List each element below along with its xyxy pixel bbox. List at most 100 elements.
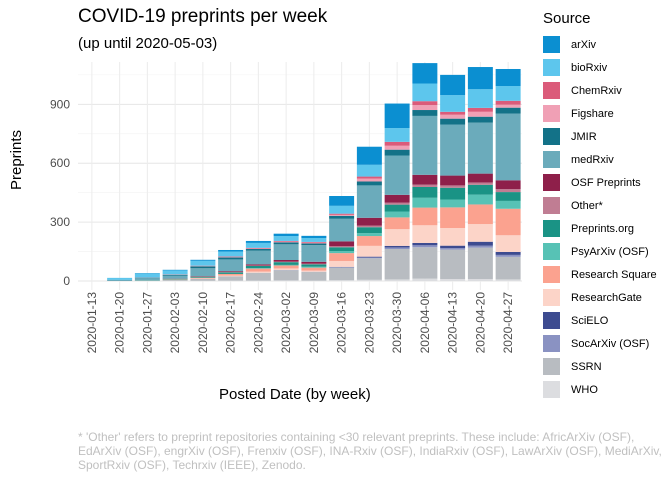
- bar-segment: [162, 275, 188, 279]
- bar-segment: [329, 280, 355, 281]
- bar-segment: [301, 241, 327, 243]
- chart-subtitle: (up until 2020-05-03): [78, 35, 218, 52]
- bar-segment: [356, 245, 382, 257]
- bar-segment: [356, 227, 382, 234]
- bar-segment: [495, 107, 521, 114]
- bar-segment: [273, 268, 299, 271]
- bar-segment: [329, 246, 355, 248]
- bar-segment: [467, 241, 493, 246]
- bar-segment: [412, 186, 438, 198]
- y-tick-label: 300: [50, 215, 70, 229]
- legend-swatch: [543, 105, 560, 122]
- bar-segment: [467, 279, 493, 281]
- bar-segment: [440, 248, 466, 250]
- x-tick-label: 2020-03-23: [362, 292, 376, 354]
- legend: Source arXiv bioRxiv ChemRxiv Figshare JMIR m…: [543, 10, 657, 401]
- legend-label: JMIR: [571, 130, 597, 143]
- bar-segment: [218, 251, 244, 257]
- bar-segment: [107, 277, 133, 280]
- x-tick-label: 2020-02-10: [196, 292, 210, 354]
- x-tick-label: 2020-04-06: [418, 292, 432, 354]
- bar-segment: [218, 276, 244, 281]
- bar-segment: [301, 238, 327, 242]
- bar-segment: [273, 262, 299, 265]
- legend-item: Other*: [543, 194, 657, 217]
- bar-segment: [218, 273, 244, 276]
- bar-segment: [301, 271, 327, 281]
- x-tick-label: 2020-02-17: [224, 292, 238, 354]
- legend-item: SSRN: [543, 355, 657, 378]
- bar-segment: [218, 259, 244, 272]
- bar-segment: [162, 274, 188, 276]
- bar-segment: [245, 248, 271, 250]
- legend-item: bioRxiv: [543, 56, 657, 79]
- bar-segment: [412, 245, 438, 248]
- bar-segment: [218, 256, 244, 258]
- bar-segment: [245, 240, 271, 243]
- bar-segment: [467, 116, 493, 123]
- bar-segment: [218, 249, 244, 252]
- bar-segment: [356, 233, 382, 237]
- bar-segment: [412, 197, 438, 208]
- y-tick-label: 600: [50, 156, 70, 170]
- bar-segment: [412, 174, 438, 185]
- legend-label: Figshare: [571, 107, 614, 120]
- bar-segment: [467, 184, 493, 195]
- bar-segment: [356, 256, 382, 258]
- bar-segment: [495, 251, 521, 255]
- bar-segment: [356, 185, 382, 218]
- legend-item: JMIR: [543, 125, 657, 148]
- legend-swatch: [543, 59, 560, 76]
- bar-segment: [412, 207, 438, 226]
- stacked-bar-chart: 0 300 600 900 2020-01-13 2020-01-20 2020-01-27…: [50, 62, 522, 354]
- bar-segment: [440, 279, 466, 281]
- bar-segment: [384, 145, 410, 150]
- bar-segment: [495, 254, 521, 257]
- legend-swatch: [543, 151, 560, 168]
- bar-segment: [329, 213, 355, 215]
- bar-segment: [218, 257, 244, 260]
- bar-segment: [384, 141, 410, 146]
- bar-segment: [162, 278, 188, 280]
- bar-segment: [440, 185, 466, 188]
- bar-segment: [245, 249, 271, 251]
- bar-segment: [329, 241, 355, 247]
- legend-title: Source: [543, 10, 591, 27]
- x-tick-label: 2020-01-20: [113, 292, 127, 354]
- bar-segment: [440, 95, 466, 112]
- bar-segment: [440, 118, 466, 125]
- bar-segment: [190, 277, 216, 279]
- bar-segment: [301, 261, 327, 264]
- legend-label: Preprints.org: [571, 222, 634, 235]
- legend-item: ChemRxiv: [543, 79, 657, 102]
- bar-segment: [384, 245, 410, 248]
- bar-segment: [495, 113, 521, 181]
- bar-segment: [384, 247, 410, 250]
- bar-segment: [384, 103, 410, 129]
- legend-label: WHO: [571, 383, 598, 396]
- bar-segment: [495, 208, 521, 236]
- legend-swatch: [543, 220, 560, 237]
- bar-segment: [412, 184, 438, 187]
- bar-segment: [273, 242, 299, 245]
- bar-segment: [329, 215, 355, 219]
- bar-segment: [134, 277, 160, 279]
- legend-item: Research Square: [543, 263, 657, 286]
- chart-title: COVID-19 preprints per week: [78, 6, 328, 27]
- bar-segment: [440, 245, 466, 249]
- legend-swatch: [543, 197, 560, 214]
- bar-segment: [190, 259, 216, 261]
- x-tick-label: 2020-02-24: [251, 292, 265, 354]
- bar-segment: [329, 267, 355, 281]
- legend-swatch: [543, 266, 560, 283]
- bar-segment: [329, 196, 355, 206]
- bar-segment: [356, 257, 382, 259]
- bar-segment: [495, 68, 521, 87]
- legend-swatch: [543, 82, 560, 99]
- bar-segment: [384, 249, 410, 280]
- bar-segment: [440, 249, 466, 280]
- bar-segment: [412, 105, 438, 111]
- legend-label: ChemRxiv: [571, 84, 622, 97]
- bar-segment: [467, 67, 493, 90]
- bar-segment: [467, 122, 493, 174]
